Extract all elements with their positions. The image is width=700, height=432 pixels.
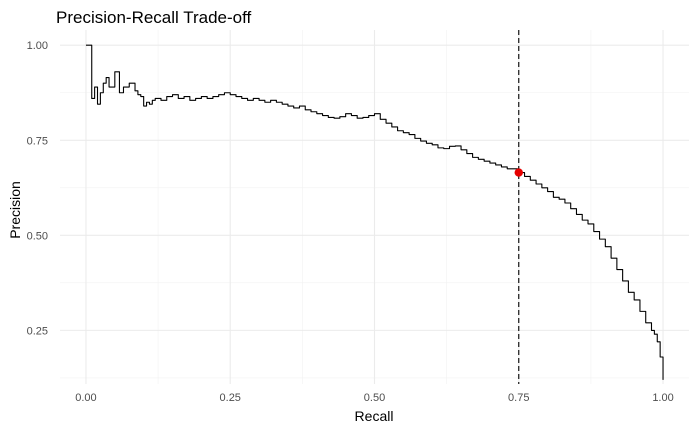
threshold-point	[514, 168, 523, 177]
tick-labels: 0.00 0.25 0.50 0.75 1.00 0.25 0.50 0.75 1.00	[27, 40, 674, 404]
y-tick-label: 0.75	[27, 135, 48, 147]
y-axis-title: Precision	[7, 181, 23, 239]
precision-recall-curve	[85, 44, 664, 380]
x-tick-label: 0.00	[75, 392, 96, 404]
x-tick-label: 0.75	[508, 392, 529, 404]
annotation-layer	[514, 30, 523, 384]
x-axis-title: Recall	[355, 408, 394, 424]
y-tick-label: 0.50	[27, 230, 48, 242]
y-tick-label: 0.25	[27, 325, 48, 337]
y-tick-label: 1.00	[27, 40, 48, 52]
x-tick-label: 0.50	[364, 392, 385, 404]
series-layer	[85, 44, 664, 380]
chart-title: Precision-Recall Trade-off	[56, 8, 252, 27]
x-tick-label: 1.00	[652, 392, 673, 404]
x-tick-label: 0.25	[220, 392, 241, 404]
